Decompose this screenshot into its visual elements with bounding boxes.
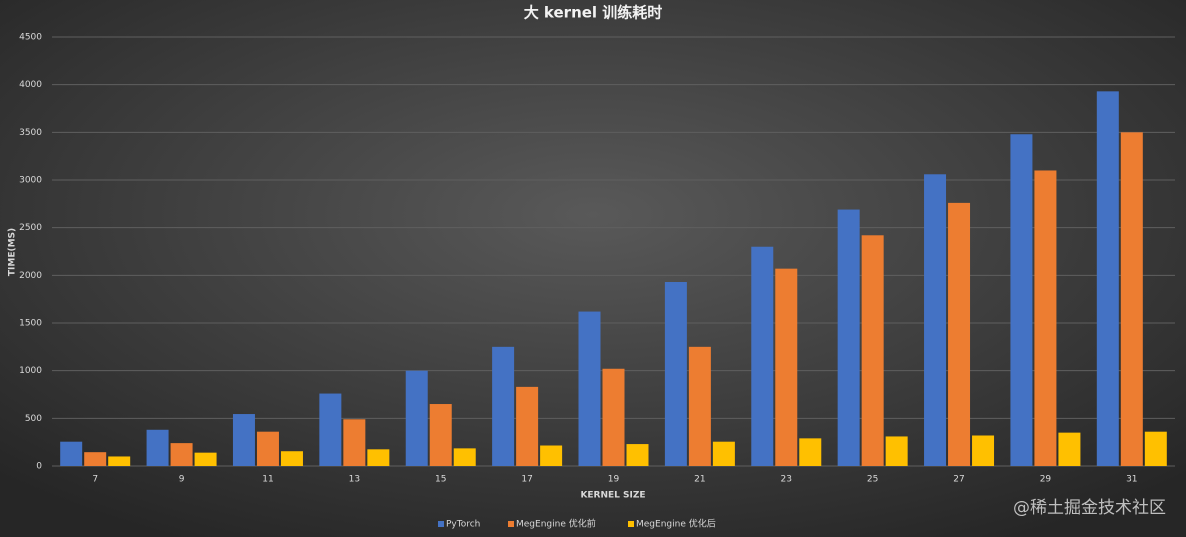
bar xyxy=(1058,432,1081,466)
bar xyxy=(972,435,995,466)
bar xyxy=(256,431,279,466)
bar xyxy=(948,202,971,466)
y-tick-label: 2500 xyxy=(19,223,42,233)
y-tick-label: 3500 xyxy=(19,128,42,138)
y-tick-label: 1000 xyxy=(19,366,42,376)
bar xyxy=(602,368,625,466)
bar xyxy=(84,452,107,466)
legend-label: PyTorch xyxy=(446,520,480,530)
bar xyxy=(751,246,774,466)
bar xyxy=(1096,91,1119,466)
bar xyxy=(775,268,798,466)
x-tick-label: 27 xyxy=(953,475,964,485)
bar xyxy=(232,414,255,466)
x-tick-label: 23 xyxy=(781,475,792,485)
bar xyxy=(578,311,601,466)
watermark: @稀土掘金技术社区 xyxy=(1013,498,1166,518)
bar xyxy=(194,452,217,466)
legend-label: MegEngine 优化前 xyxy=(516,518,596,530)
y-tick-label: 1500 xyxy=(19,319,42,329)
bar xyxy=(319,393,342,466)
x-tick-label: 15 xyxy=(435,475,446,485)
bar xyxy=(170,443,193,466)
x-tick-label: 7 xyxy=(92,475,98,485)
bar xyxy=(492,346,515,466)
chart-title: 大 kernel 训练耗时 xyxy=(524,4,663,22)
bar xyxy=(1144,431,1167,466)
y-tick-label: 500 xyxy=(25,414,42,424)
x-tick-label: 29 xyxy=(1040,475,1052,485)
y-tick-label: 2000 xyxy=(19,271,42,281)
bar xyxy=(429,404,452,466)
legend-swatch xyxy=(508,521,514,527)
bar xyxy=(799,438,822,466)
bar xyxy=(108,456,131,466)
bar xyxy=(516,386,539,466)
bar xyxy=(60,441,83,466)
x-tick-label: 17 xyxy=(521,475,532,485)
legend-label: MegEngine 优化后 xyxy=(636,518,716,530)
bar xyxy=(688,346,711,466)
bar xyxy=(453,448,476,466)
bar xyxy=(664,282,687,466)
bar xyxy=(837,209,860,466)
bar xyxy=(712,441,735,466)
bar xyxy=(626,444,649,466)
bar xyxy=(343,419,366,466)
bar xyxy=(367,449,390,466)
bar xyxy=(885,436,908,466)
y-axis-title: TIME(MS) xyxy=(8,228,18,276)
bar xyxy=(861,235,884,466)
x-tick-label: 31 xyxy=(1126,475,1137,485)
bar xyxy=(540,445,563,466)
y-tick-label: 4000 xyxy=(19,80,42,90)
legend-swatch xyxy=(628,521,634,527)
y-tick-label: 0 xyxy=(36,462,42,472)
x-tick-label: 19 xyxy=(608,475,620,485)
x-tick-label: 13 xyxy=(349,475,360,485)
bar xyxy=(405,370,428,466)
x-axis-title: KERNEL SIZE xyxy=(580,491,645,501)
y-tick-label: 4500 xyxy=(19,33,42,43)
bar xyxy=(924,174,947,466)
bar xyxy=(280,451,303,466)
x-tick-label: 11 xyxy=(262,475,273,485)
bar xyxy=(1010,134,1033,467)
x-tick-label: 21 xyxy=(694,475,705,485)
legend-swatch xyxy=(438,521,444,527)
bar xyxy=(1120,132,1143,467)
x-tick-label: 25 xyxy=(867,475,878,485)
bar xyxy=(1034,170,1057,466)
y-tick-label: 3000 xyxy=(19,176,42,186)
x-tick-label: 9 xyxy=(179,475,185,485)
bar xyxy=(146,429,169,466)
